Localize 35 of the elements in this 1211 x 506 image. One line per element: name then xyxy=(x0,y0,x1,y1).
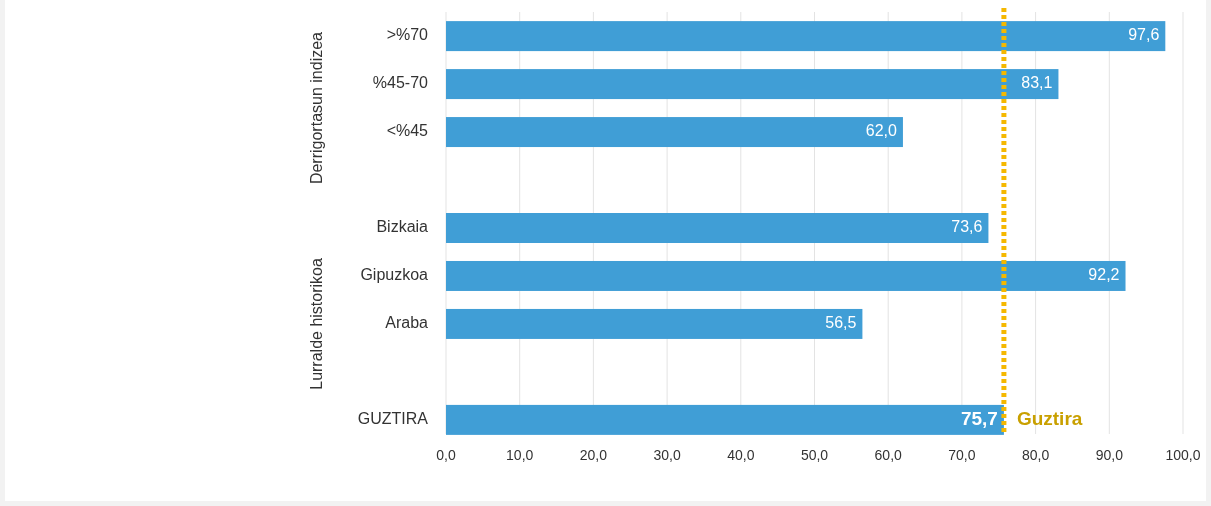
x-tick-label: 30,0 xyxy=(653,447,681,463)
data-label: 83,1 xyxy=(1021,74,1053,92)
data-label: 97,6 xyxy=(1128,26,1160,44)
y-tick-label: %45-70 xyxy=(372,74,429,92)
bar xyxy=(446,260,1126,291)
bar xyxy=(446,308,863,339)
x-tick-label: 10,0 xyxy=(506,447,534,463)
bar xyxy=(446,21,1166,52)
bar xyxy=(446,213,989,243)
y-tick-label: <%45 xyxy=(386,122,429,140)
y-tick-label: GUZTIRA xyxy=(357,410,429,428)
y-tick-label: Bizkaia xyxy=(376,218,429,236)
data-label: 92,2 xyxy=(1088,266,1120,284)
x-tick-label: 40,0 xyxy=(727,447,755,463)
bar xyxy=(446,69,1059,100)
text: Derrigortasun indizea xyxy=(308,31,326,185)
data-label: 75,7 xyxy=(960,407,998,429)
x-tick-label: 50,0 xyxy=(800,447,829,463)
y-tick-label: >%70 xyxy=(386,26,429,44)
y-tick-label: Araba xyxy=(385,314,429,332)
x-tick-label: 60,0 xyxy=(874,447,903,463)
bar xyxy=(446,404,1004,435)
text: Lurralde historikoa xyxy=(308,258,326,390)
data-label: 73,6 xyxy=(951,218,983,236)
x-tick-label: 70,0 xyxy=(948,447,976,463)
x-tick-label: 100,0 xyxy=(1165,447,1201,463)
x-tick-label: 20,0 xyxy=(579,447,608,463)
y-tick-label: Gipuzkoa xyxy=(360,266,429,284)
data-label: 62,0 xyxy=(865,122,898,140)
data-label: 56,5 xyxy=(825,314,857,332)
x-tick-label: 0,0 xyxy=(436,447,456,463)
x-tick-label: 80,0 xyxy=(1021,447,1050,463)
x-tick-label: 90,0 xyxy=(1095,447,1124,463)
bar xyxy=(446,117,903,148)
ref-line-label: Guztira xyxy=(1016,407,1083,429)
